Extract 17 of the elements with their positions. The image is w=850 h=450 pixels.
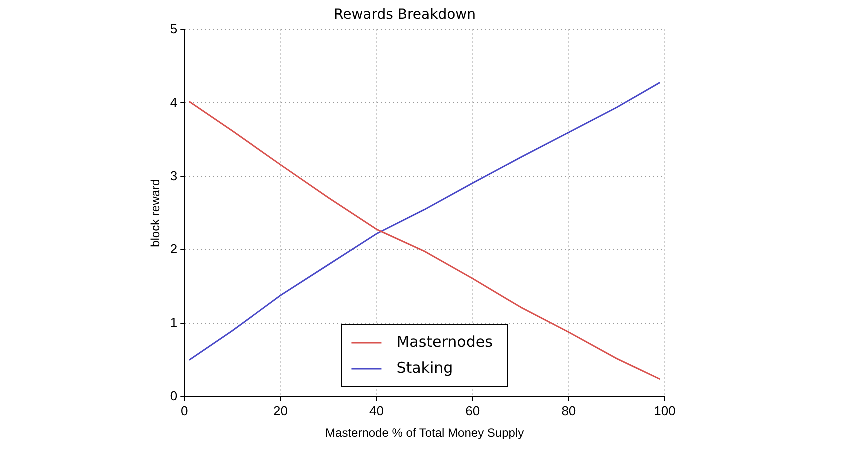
y-tick-label: 2: [170, 242, 178, 257]
x-tick-label: 80: [562, 403, 576, 418]
y-axis-title: block reward: [148, 179, 163, 248]
x-tick-label: 0: [181, 403, 188, 418]
x-tick-label: 60: [466, 403, 480, 418]
y-tick-label: 3: [170, 168, 178, 184]
legend-label: Masternodes: [396, 332, 494, 351]
x-tick-label: 20: [273, 403, 288, 418]
y-tick-label: 5: [170, 21, 178, 36]
legend-label: Staking: [396, 358, 454, 377]
x-axis-title: Masternode % of Total Money Supply: [326, 426, 524, 440]
x-tick-label: 40: [370, 403, 384, 418]
y-tick-label: 0: [170, 388, 178, 404]
x-tick-label: 100: [654, 403, 676, 418]
chart-title: Rewards Breakdown: [334, 7, 476, 24]
y-tick-label: 4: [170, 94, 178, 110]
y-tick-label: 1: [170, 315, 178, 330]
